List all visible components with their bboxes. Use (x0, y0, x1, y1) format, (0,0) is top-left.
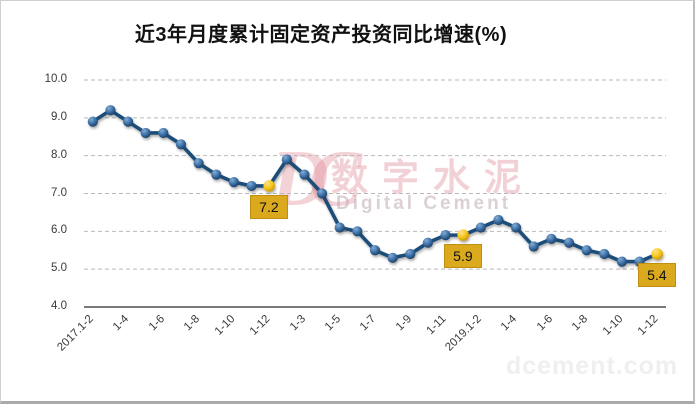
y-tick-label: 5.0 (51, 262, 67, 275)
series-line (91, 108, 659, 264)
data-point (193, 158, 204, 169)
data-point (334, 222, 345, 233)
data-point (440, 230, 451, 241)
data-point (352, 226, 363, 237)
data-point (122, 116, 134, 127)
data-point (175, 139, 187, 150)
watermark-site-url: dcement.com (506, 352, 679, 380)
data-point (316, 188, 328, 199)
data-point (299, 169, 310, 180)
y-tick-label: 9.0 (51, 110, 67, 123)
data-point (546, 233, 557, 244)
data-point (387, 252, 398, 263)
data-point (105, 105, 116, 116)
y-tick-label: 6.0 (51, 224, 67, 237)
data-point-highlighted (457, 229, 469, 241)
data-point (599, 248, 610, 260)
data-point (493, 214, 504, 226)
data-point (158, 127, 169, 139)
data-point (581, 245, 592, 256)
data-callout: 5.9 (444, 244, 482, 269)
data-point (563, 237, 575, 248)
data-point (616, 256, 628, 267)
data-series (87, 105, 663, 267)
watermark-english-text: Digital Cement (336, 193, 512, 214)
data-point-highlighted (263, 180, 275, 192)
data-point (475, 222, 486, 233)
data-point (281, 154, 292, 165)
chart-title: 近3年月度累计固定资产投资同比增速(%) (134, 24, 508, 46)
data-point (405, 248, 416, 260)
data-point (528, 241, 539, 252)
y-tick-label: 10.0 (44, 73, 67, 85)
data-point (211, 169, 222, 180)
y-tick-label: 8.0 (51, 148, 67, 161)
data-point (369, 245, 381, 256)
y-tick-label: 4.0 (51, 300, 67, 312)
data-point (228, 177, 240, 188)
data-point (140, 127, 151, 139)
data-callout: 5.4 (638, 263, 676, 288)
watermark-chinese-text: 数字水泥 (331, 157, 535, 198)
data-callout: 7.2 (250, 194, 288, 219)
data-point (422, 237, 434, 248)
y-tick-label: 7.0 (51, 186, 67, 199)
gridlines (84, 79, 666, 308)
data-point (87, 116, 98, 127)
data-point-highlighted (651, 248, 663, 260)
data-point (246, 180, 257, 192)
data-point (510, 222, 522, 233)
